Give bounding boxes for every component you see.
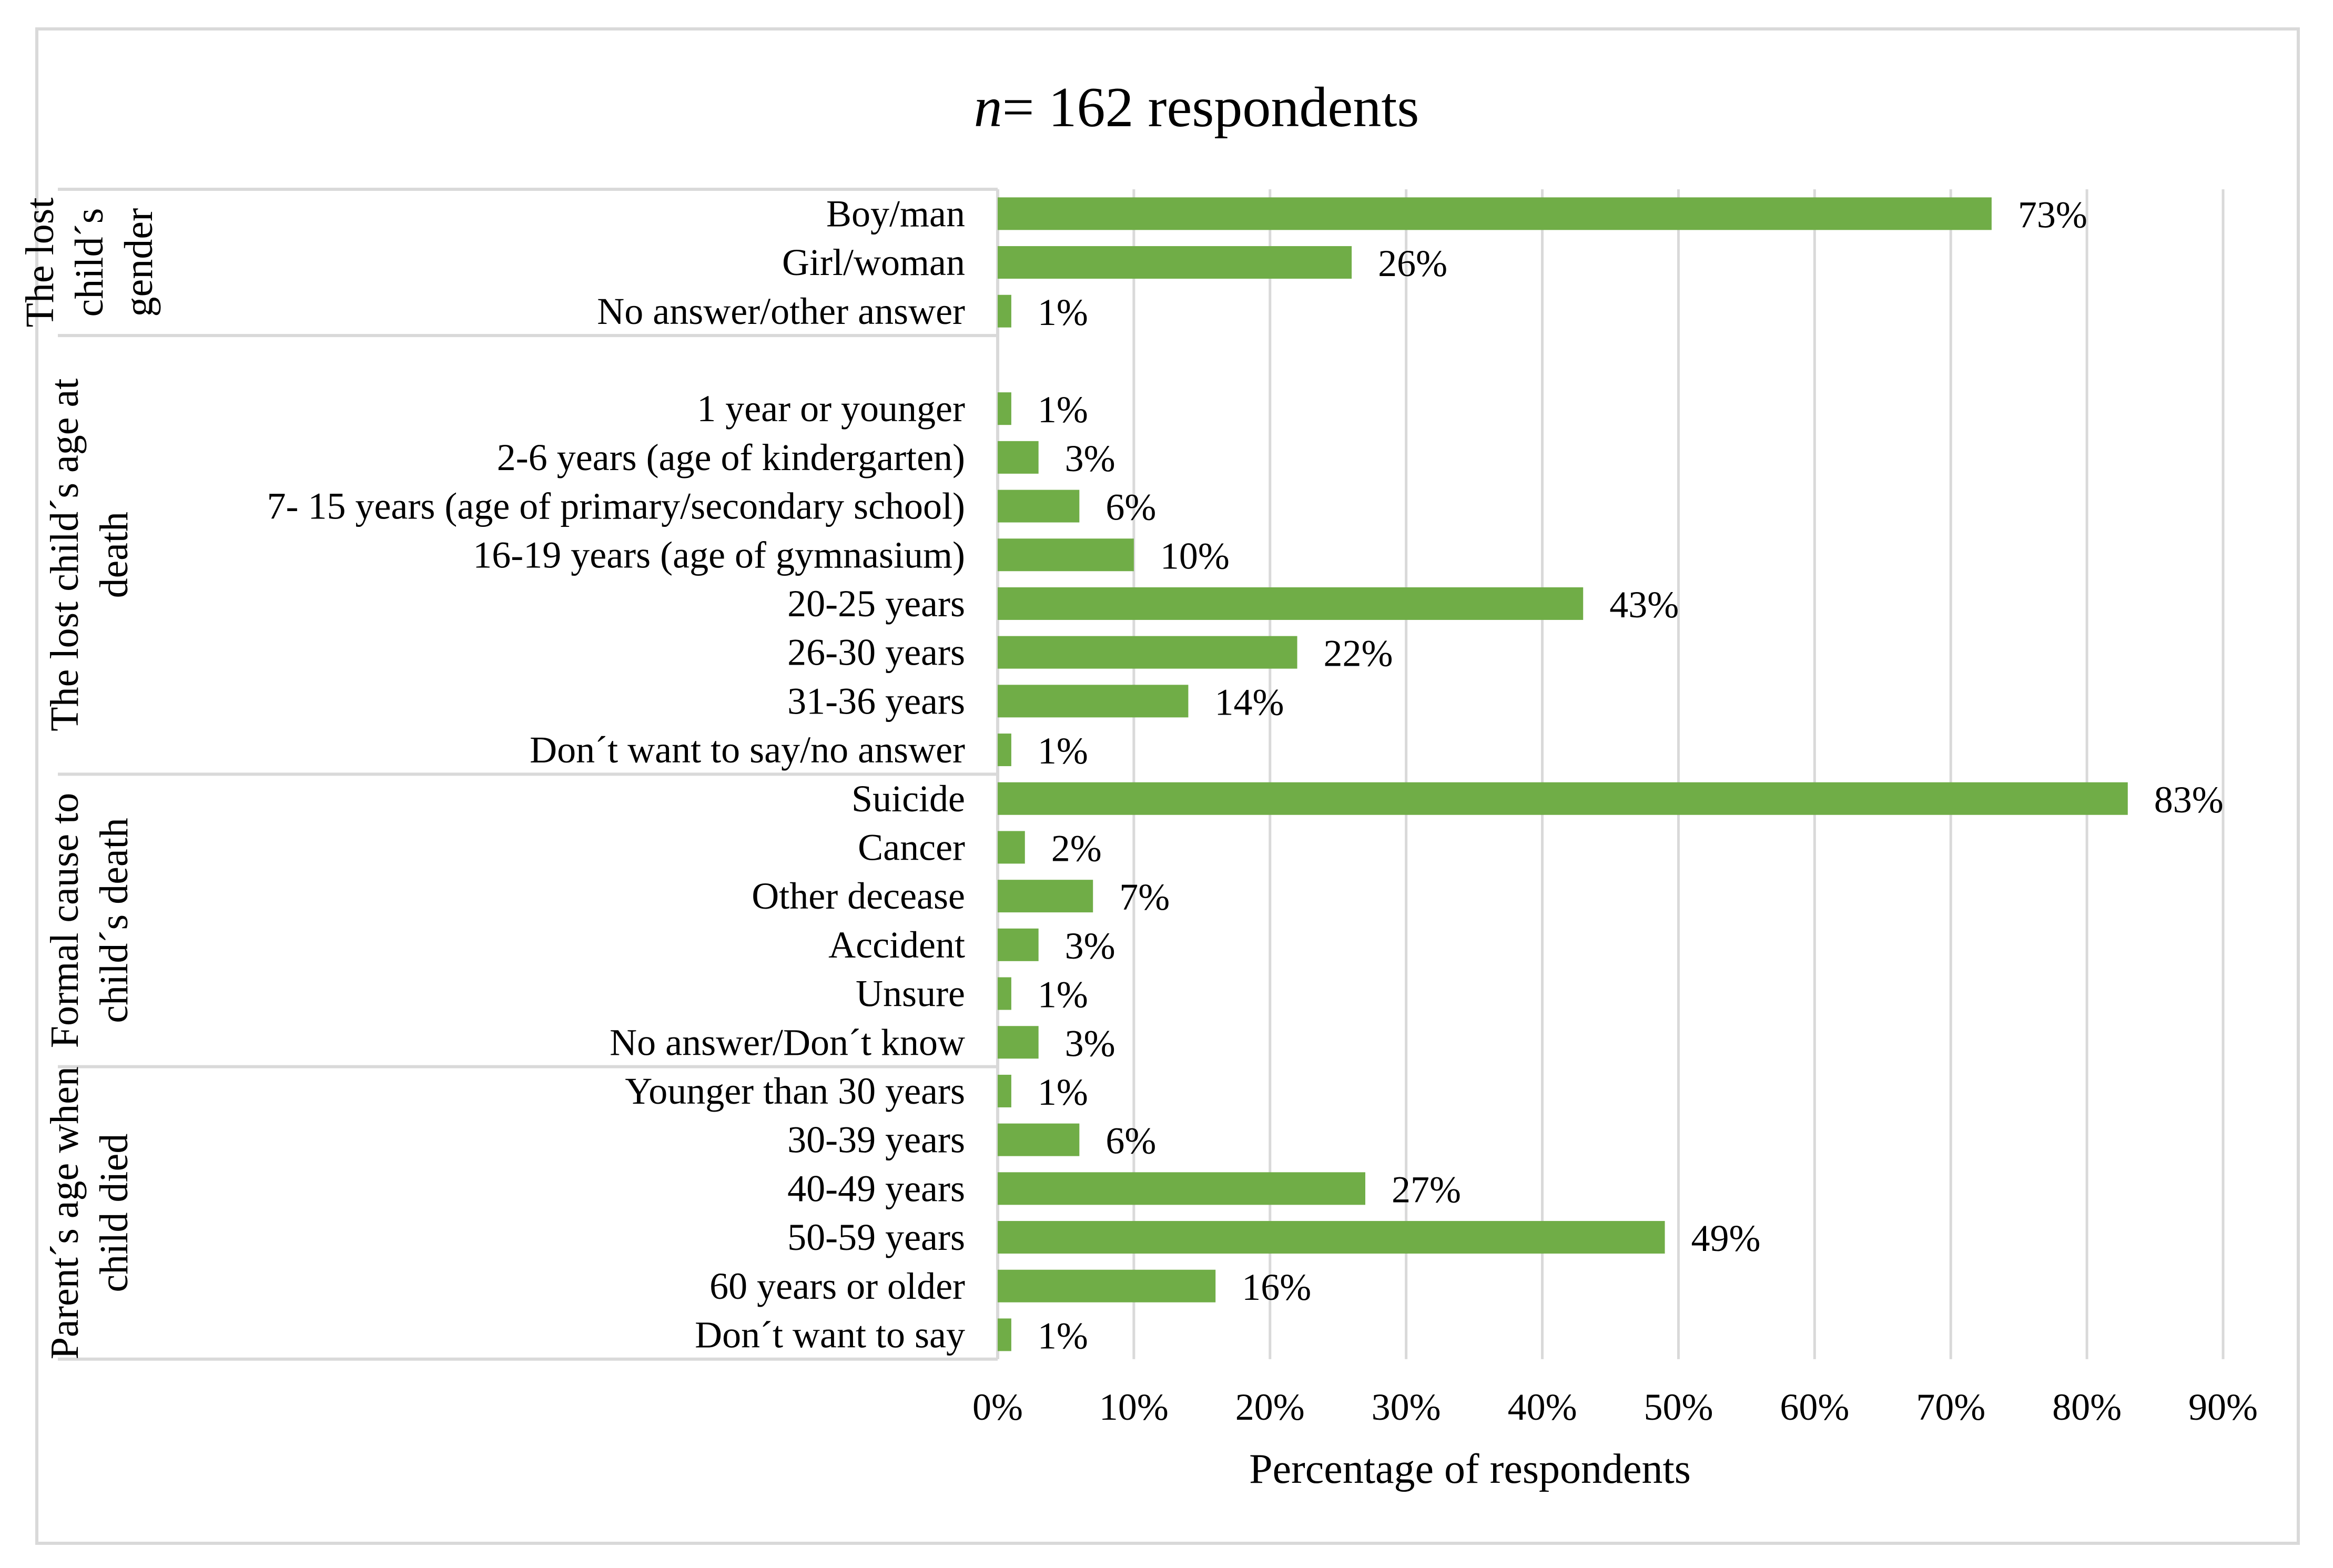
x-tick-label: 80%: [2052, 1386, 2122, 1428]
gridlines: [1132, 189, 2225, 1359]
category-label: 50-59 years: [787, 1216, 965, 1258]
bar: [998, 1172, 1365, 1205]
bar: [998, 831, 1025, 864]
category-label: Don´t want to say/no answer: [530, 729, 965, 771]
chart-title-n: n: [974, 76, 1002, 139]
labels: 0% 10% 20% 30% 40% 50% 60% 70% 80% 90%The lost chi…: [18, 192, 2258, 1428]
bar: [998, 782, 2128, 815]
data-label: 14%: [1214, 681, 1284, 723]
data-label: 49%: [1691, 1217, 1761, 1259]
bar: [998, 587, 1584, 620]
chart-title-rest: = 162 respondents: [1002, 76, 1419, 139]
category-label: No answer/Don´t know: [610, 1021, 965, 1063]
bar: [998, 1026, 1039, 1059]
x-tick-label: 60%: [1780, 1386, 1849, 1428]
x-axis-title: Percentage of respondents: [1249, 1446, 1691, 1492]
group-label: gender: [117, 208, 161, 317]
data-label: 3%: [1065, 925, 1115, 967]
bar: [998, 490, 1080, 523]
bar: [998, 636, 1297, 669]
category-label: Unsure: [856, 973, 965, 1015]
category-label: Boy/man: [826, 192, 965, 235]
data-label: 2%: [1051, 827, 1102, 869]
bar: [998, 538, 1134, 572]
data-label: 6%: [1105, 1120, 1156, 1162]
bar: [998, 1221, 1665, 1254]
data-label: 7%: [1119, 876, 1170, 918]
category-label: Accident: [828, 924, 965, 966]
data-label: 43%: [1609, 584, 1679, 626]
x-tick-label: 50%: [1644, 1386, 1713, 1428]
chart-title: n= 162 respondents: [974, 76, 1419, 139]
data-label: 1%: [1038, 730, 1088, 772]
category-label: 16-19 years (age of gymnasium): [473, 534, 965, 576]
x-tick-label: 10%: [1099, 1386, 1169, 1428]
bar: [998, 392, 1011, 425]
bar: [998, 880, 1093, 913]
category-label: No answer/other answer: [597, 290, 965, 332]
bar: [998, 685, 1189, 718]
bar: [998, 1269, 1216, 1302]
category-label: Younger than 30 years: [625, 1070, 965, 1112]
group-label: Parent´s age when: [43, 1066, 87, 1359]
data-label: 1%: [1038, 1315, 1088, 1357]
category-label: 7- 15 years (age of primary/secondary sc…: [267, 485, 966, 527]
data-label: 1%: [1038, 389, 1088, 431]
category-frame: [58, 188, 999, 1361]
data-label: 1%: [1038, 1071, 1088, 1113]
x-tick-label: 40%: [1508, 1386, 1577, 1428]
category-label: Don´t want to say: [695, 1314, 965, 1356]
category-label: 26-30 years: [787, 632, 965, 674]
bars: [998, 197, 2128, 1351]
group-label: child died: [92, 1134, 136, 1292]
bar: [998, 734, 1011, 767]
group-label: child´s death: [92, 818, 136, 1023]
category-label: 30-39 years: [787, 1119, 965, 1161]
bar: [998, 1123, 1080, 1156]
data-label: 22%: [1324, 633, 1393, 675]
group-label: The lost: [18, 198, 62, 328]
data-label: 1%: [1038, 974, 1088, 1016]
category-label: Suicide: [851, 778, 965, 820]
group-label: Formal cause to: [43, 793, 87, 1048]
data-label: 1%: [1038, 291, 1088, 333]
data-label: 6%: [1105, 486, 1156, 528]
bar: [998, 246, 1352, 279]
data-label: 3%: [1065, 437, 1115, 480]
category-label: Cancer: [858, 826, 965, 868]
category-label: 40-49 years: [787, 1167, 965, 1209]
data-label: 83%: [2154, 779, 2224, 821]
category-label: 2-6 years (age of kindergarten): [497, 436, 965, 478]
bar: [998, 977, 1011, 1010]
x-tick-label: 90%: [2188, 1386, 2258, 1428]
bar: [998, 441, 1039, 474]
x-tick-label: 30%: [1372, 1386, 1441, 1428]
data-label: 26%: [1378, 242, 1447, 284]
group-label: death: [92, 512, 136, 598]
bar: [998, 197, 1992, 230]
x-tick-label: 0%: [972, 1386, 1023, 1428]
category-label: Girl/woman: [782, 241, 965, 283]
data-label: 3%: [1065, 1022, 1115, 1064]
bar: [998, 1318, 1011, 1351]
bar: [998, 1074, 1011, 1107]
data-label: 10%: [1160, 535, 1230, 577]
x-tick-label: 70%: [1916, 1386, 1985, 1428]
data-label: 16%: [1242, 1266, 1311, 1308]
x-tick-label: 20%: [1235, 1386, 1305, 1428]
group-label: The lost child´s age at: [43, 379, 87, 731]
data-label: 27%: [1392, 1168, 1461, 1210]
bar: [998, 928, 1039, 961]
group-label: child´s: [67, 208, 111, 317]
category-label: 1 year or younger: [697, 388, 965, 430]
category-label: Other decease: [752, 875, 965, 917]
category-label: 20-25 years: [787, 583, 965, 625]
category-label: 31-36 years: [787, 680, 965, 722]
bar: [998, 294, 1011, 328]
data-label: 73%: [2018, 194, 2087, 236]
category-label: 60 years or older: [709, 1265, 965, 1307]
